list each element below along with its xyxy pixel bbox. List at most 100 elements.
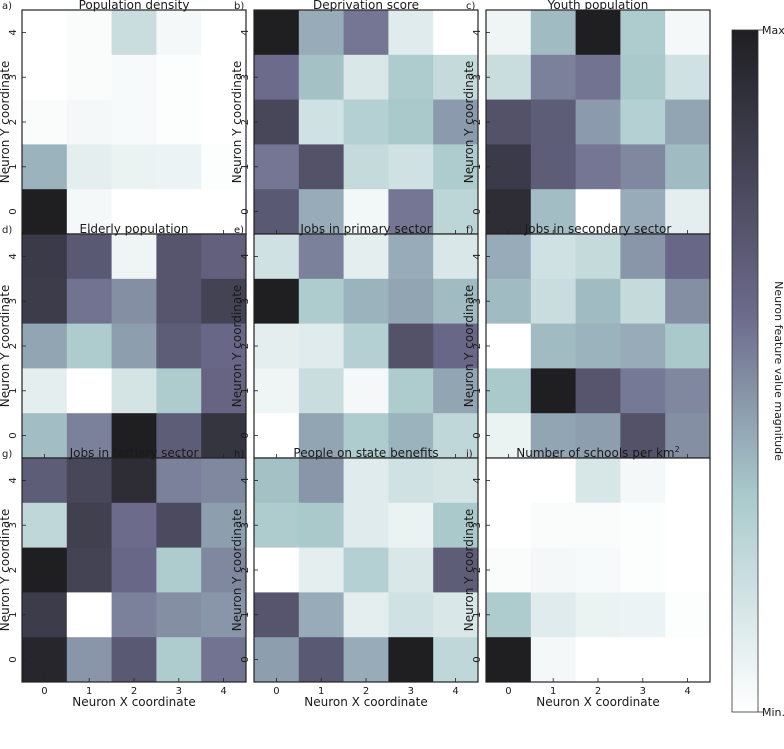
heatmap-cell [343, 323, 389, 369]
y-tick-label: 4 [8, 477, 19, 483]
heatmap-cell [22, 502, 68, 549]
heatmap-cell [486, 99, 532, 145]
heatmap-cell [201, 458, 247, 504]
heatmap-cell [486, 54, 532, 101]
heatmap-cell [111, 144, 157, 190]
heatmap-cell [665, 458, 711, 504]
heatmap-cell [486, 502, 532, 549]
heatmap-cell [388, 189, 434, 235]
heatmap-cell [254, 10, 300, 56]
heatmap-cell [254, 234, 300, 280]
heatmap-cell [343, 10, 389, 56]
heatmap-cell [433, 547, 479, 593]
y-axis-label: Neuron Y coordinate [462, 285, 476, 408]
panel-title: Deprivation score [313, 0, 419, 12]
heatmap-cell [22, 368, 68, 414]
heatmap-cell [486, 10, 532, 56]
heatmap-cell [433, 234, 479, 280]
y-axis-label: Neuron Y coordinate [462, 61, 476, 184]
heatmap-cell [388, 323, 434, 369]
y-tick-label: 1 [240, 388, 251, 394]
heatmap-cell [530, 637, 577, 683]
panel-title: Elderly population [80, 222, 189, 236]
heatmap-cell [201, 10, 247, 56]
heatmap-cell [575, 54, 621, 101]
y-tick-label: 0 [8, 208, 19, 214]
heatmap-cell [254, 54, 300, 101]
heatmap-cell [575, 323, 621, 369]
y-axis-label: Neuron Y coordinate [0, 509, 12, 632]
heatmap-cell [201, 278, 247, 325]
heatmap-cell [111, 278, 157, 325]
heatmap-cell [156, 189, 202, 235]
heatmap-cell [156, 413, 202, 459]
heatmap-cell [201, 637, 247, 683]
heatmap-cell [156, 99, 202, 145]
heatmap-cell [665, 547, 711, 593]
heatmap-cell [66, 234, 113, 280]
panel-letter: f) [466, 225, 474, 236]
panel-letter: d) [2, 225, 12, 236]
y-tick-label: 2 [472, 343, 483, 349]
heatmap-cell [111, 54, 157, 101]
heatmap-cell [254, 547, 300, 593]
heatmap-cell [388, 637, 434, 683]
heatmap-cell [486, 323, 532, 369]
heatmap-cell [111, 99, 157, 145]
heatmap-cell [486, 189, 532, 235]
heatmap-cell [22, 413, 68, 459]
y-tick-label: 3 [240, 298, 251, 304]
y-tick-label: 2 [8, 343, 19, 349]
heatmap-cell [201, 547, 247, 593]
heatmap-cell [620, 54, 666, 101]
x-tick-label: 0 [41, 686, 47, 697]
panel-letter: a) [2, 1, 12, 12]
heatmap-cell [530, 368, 577, 414]
heatmap-cell [298, 592, 345, 638]
heatmap-cell [388, 278, 434, 325]
heatmap-cell [298, 10, 345, 56]
heatmap-cell [343, 144, 389, 190]
heatmap-cell [156, 637, 202, 683]
heatmap-cell [665, 54, 711, 101]
heatmap-cell [388, 458, 434, 504]
y-tick-label: 3 [472, 298, 483, 304]
heatmap-cell [156, 458, 202, 504]
heatmap-cell [530, 54, 577, 101]
colorbar-max-label: Max [762, 24, 784, 37]
heatmap-cell [486, 368, 532, 414]
heatmap-cell [22, 54, 68, 101]
heatmap-cell [530, 547, 577, 593]
heatmap-cell [66, 323, 113, 369]
heatmap-cell [433, 54, 479, 101]
panel-letter: h) [234, 449, 244, 460]
heatmap-cell [111, 458, 157, 504]
heatmap-cell [620, 547, 666, 593]
colorbar: Max Min. Neuron feature value magnitude [731, 24, 784, 719]
heatmap-cell [298, 413, 345, 459]
heatmap-cell [343, 54, 389, 101]
heatmap-cell [254, 368, 300, 414]
heatmap-cell [388, 10, 434, 56]
heatmap-cell [575, 413, 621, 459]
y-tick-label: 4 [240, 253, 251, 259]
heatmap-cell [156, 54, 202, 101]
heatmap-cell [388, 592, 434, 638]
y-axis-label: Neuron Y coordinate [0, 285, 12, 408]
heatmap-cell [620, 413, 666, 459]
heatmap-cell [298, 323, 345, 369]
heatmap-cell [665, 413, 711, 459]
heatmap-cell [530, 189, 577, 235]
y-tick-label: 3 [472, 522, 483, 528]
colorbar-axis-label: Neuron feature value magnitude [772, 281, 784, 461]
x-tick-label: 3 [176, 686, 182, 697]
heatmap-cell [298, 368, 345, 414]
heatmap-cell [620, 99, 666, 145]
heatmap-cell [22, 234, 68, 280]
heatmap-cell [66, 99, 113, 145]
heatmap-cell [156, 10, 202, 56]
heatmap-cell [66, 10, 113, 56]
heatmap-cell [156, 592, 202, 638]
x-tick-label: 3 [408, 686, 414, 697]
y-tick-label: 0 [472, 656, 483, 662]
